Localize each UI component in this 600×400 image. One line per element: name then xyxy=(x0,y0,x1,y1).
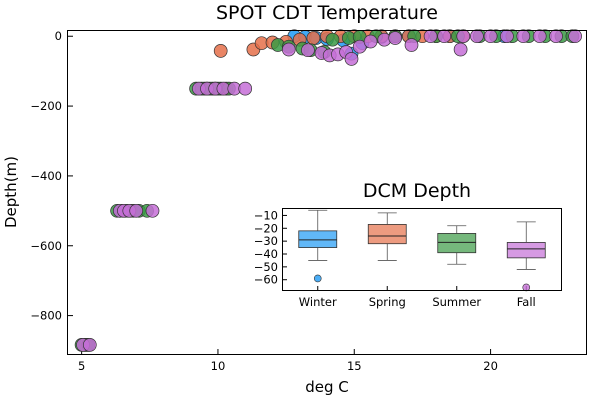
scatter-point xyxy=(568,29,582,44)
main-scatter-chart: SPOT CDT Temperature deg C Depth(m) 5 10 1… xyxy=(2,2,587,396)
inset-x-tick-label: Spring xyxy=(369,295,406,309)
main-y-axis-label: Depth(m) xyxy=(2,156,20,228)
box-iqr xyxy=(298,230,338,248)
x-tick-label: 10 xyxy=(211,359,226,373)
scatter-point xyxy=(423,29,438,44)
scatter-point xyxy=(388,31,403,45)
scatter-point xyxy=(238,81,253,96)
inset-axis-ticks: −10−20−30−40−50−60 Winter Spring Summer Fall xyxy=(254,208,536,309)
x-tick-label: 5 xyxy=(78,359,85,373)
scatter-point xyxy=(325,32,340,47)
scatter-point xyxy=(456,29,471,44)
scatter-point xyxy=(129,203,144,218)
y-tick-label: −400 xyxy=(30,169,62,183)
box-summer xyxy=(437,225,477,265)
inset-plot-frame xyxy=(282,208,562,291)
scatter-point xyxy=(281,42,296,57)
scatter-point xyxy=(404,38,419,52)
scatter-point xyxy=(516,29,531,44)
y-tick-label: −600 xyxy=(30,239,62,253)
scatter-point xyxy=(453,42,468,57)
main-plot-frame xyxy=(67,30,587,355)
inset-y-tick-label: −60 xyxy=(254,273,278,287)
scatter-point xyxy=(82,338,97,352)
main-x-axis-label: deg C xyxy=(305,378,349,396)
scatter-point xyxy=(213,44,228,58)
main-chart-title: SPOT CDT Temperature xyxy=(216,2,438,24)
box-outlier xyxy=(313,274,322,283)
main-data-points xyxy=(74,29,582,352)
scatter-point xyxy=(344,52,359,66)
scatter-point xyxy=(437,29,452,44)
inset-y-tick-label: −10 xyxy=(254,208,278,222)
inset-boxes xyxy=(298,209,546,292)
box-winter xyxy=(298,209,338,283)
main-axis-ticks: 5 10 15 20 0 −200 −400 −600 −800 xyxy=(30,29,497,373)
inset-y-tick-label: −30 xyxy=(254,234,278,248)
box-outlier xyxy=(522,283,531,292)
inset-y-tick-label: −50 xyxy=(254,260,278,274)
inset-x-tick-label: Winter xyxy=(299,295,337,309)
x-tick-label: 20 xyxy=(483,359,498,373)
inset-box-plot: DCM Depth −10−20−30−40−50−60 Winter Spring… xyxy=(254,180,562,309)
inset-y-tick-label: −20 xyxy=(254,221,278,235)
y-tick-label: −800 xyxy=(30,309,62,323)
inset-x-tick-label: Summer xyxy=(432,295,481,309)
inset-x-tick-label: Fall xyxy=(517,295,536,309)
box-iqr xyxy=(367,224,407,245)
inset-y-tick-label: −40 xyxy=(254,247,278,261)
y-tick-label: −200 xyxy=(30,99,62,113)
scatter-point xyxy=(363,34,378,49)
inset-chart-title: DCM Depth xyxy=(363,180,471,202)
scatter-point xyxy=(500,29,514,44)
scatter-point xyxy=(549,29,563,44)
scatter-point xyxy=(532,29,547,44)
scatter-point xyxy=(483,29,498,44)
box-spring xyxy=(367,212,407,261)
box-iqr xyxy=(506,242,546,259)
scatter-point xyxy=(306,31,321,45)
scatter-point xyxy=(470,29,484,44)
y-tick-label: 0 xyxy=(55,29,62,43)
x-tick-label: 15 xyxy=(347,359,362,373)
scatter-point xyxy=(145,203,160,218)
scatter-point xyxy=(301,43,315,58)
box-iqr xyxy=(437,233,477,254)
box-fall xyxy=(506,221,546,292)
